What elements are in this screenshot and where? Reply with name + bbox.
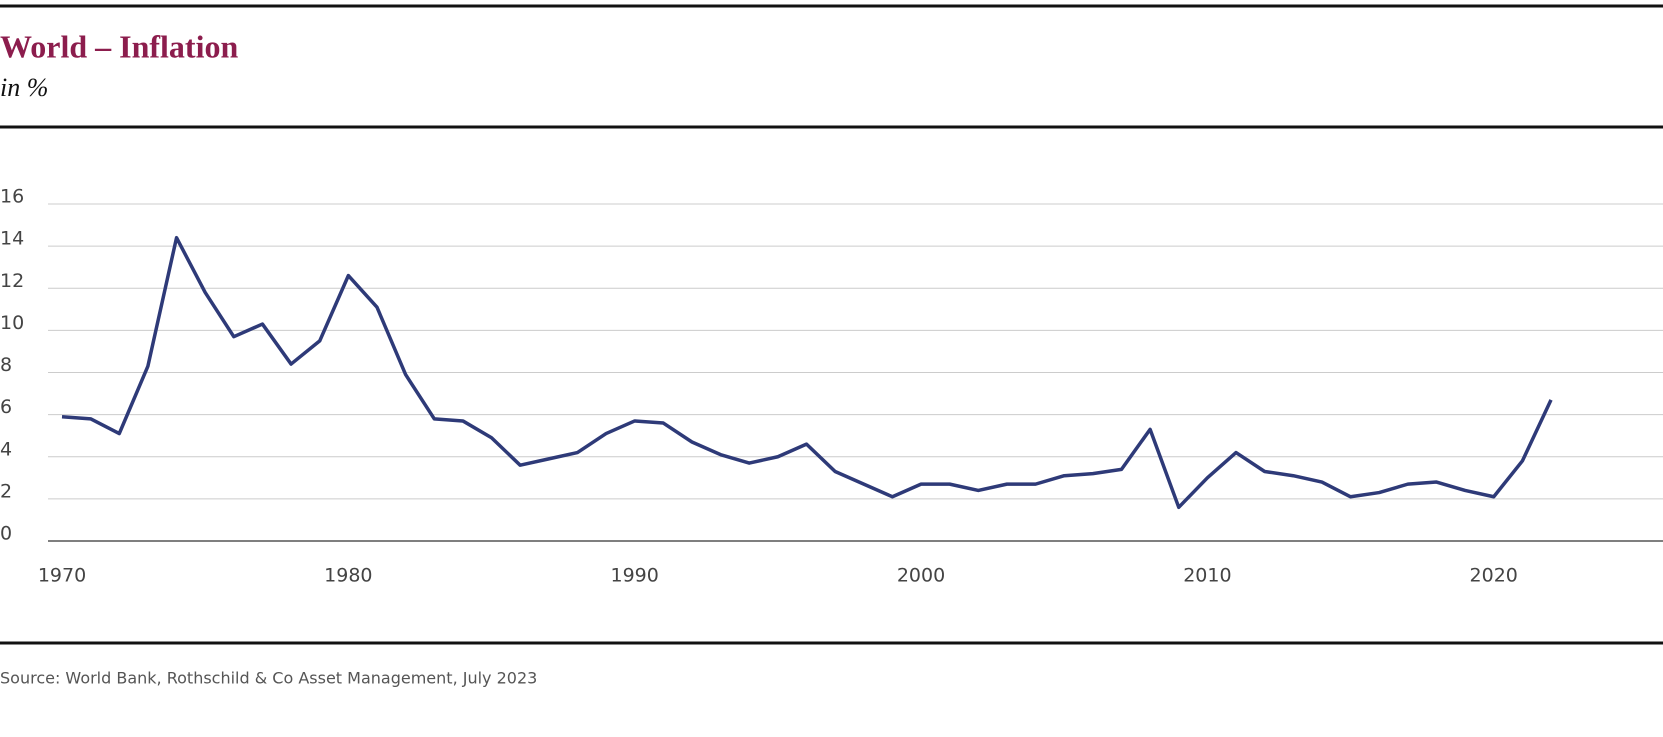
chart-subtitle: in % [0,73,48,102]
chart-title: World – Inflation [0,28,238,64]
y-tick-label: 4 [0,438,12,460]
y-tick-label: 10 [0,312,24,334]
y-tick-label: 2 [0,480,12,502]
y-tick-label: 16 [0,186,24,208]
x-tick-label: 1970 [38,565,86,587]
line-series [61,235,1553,510]
x-tick-label: 1980 [324,565,372,587]
y-tick-label: 0 [0,523,12,545]
source: Source: World Bank, Rothschild & Co Asse… [0,669,537,688]
x-tick-label: 2020 [1470,565,1518,587]
y-tick-label: 8 [0,354,12,376]
x-tick-label: 2010 [1183,565,1231,587]
y-tick-label: 6 [0,396,12,418]
x-tick-label: 2000 [897,565,945,587]
y-tick-label: 12 [0,270,24,292]
x-tick-label: 1990 [611,565,659,587]
y-tick-label: 14 [0,228,24,250]
